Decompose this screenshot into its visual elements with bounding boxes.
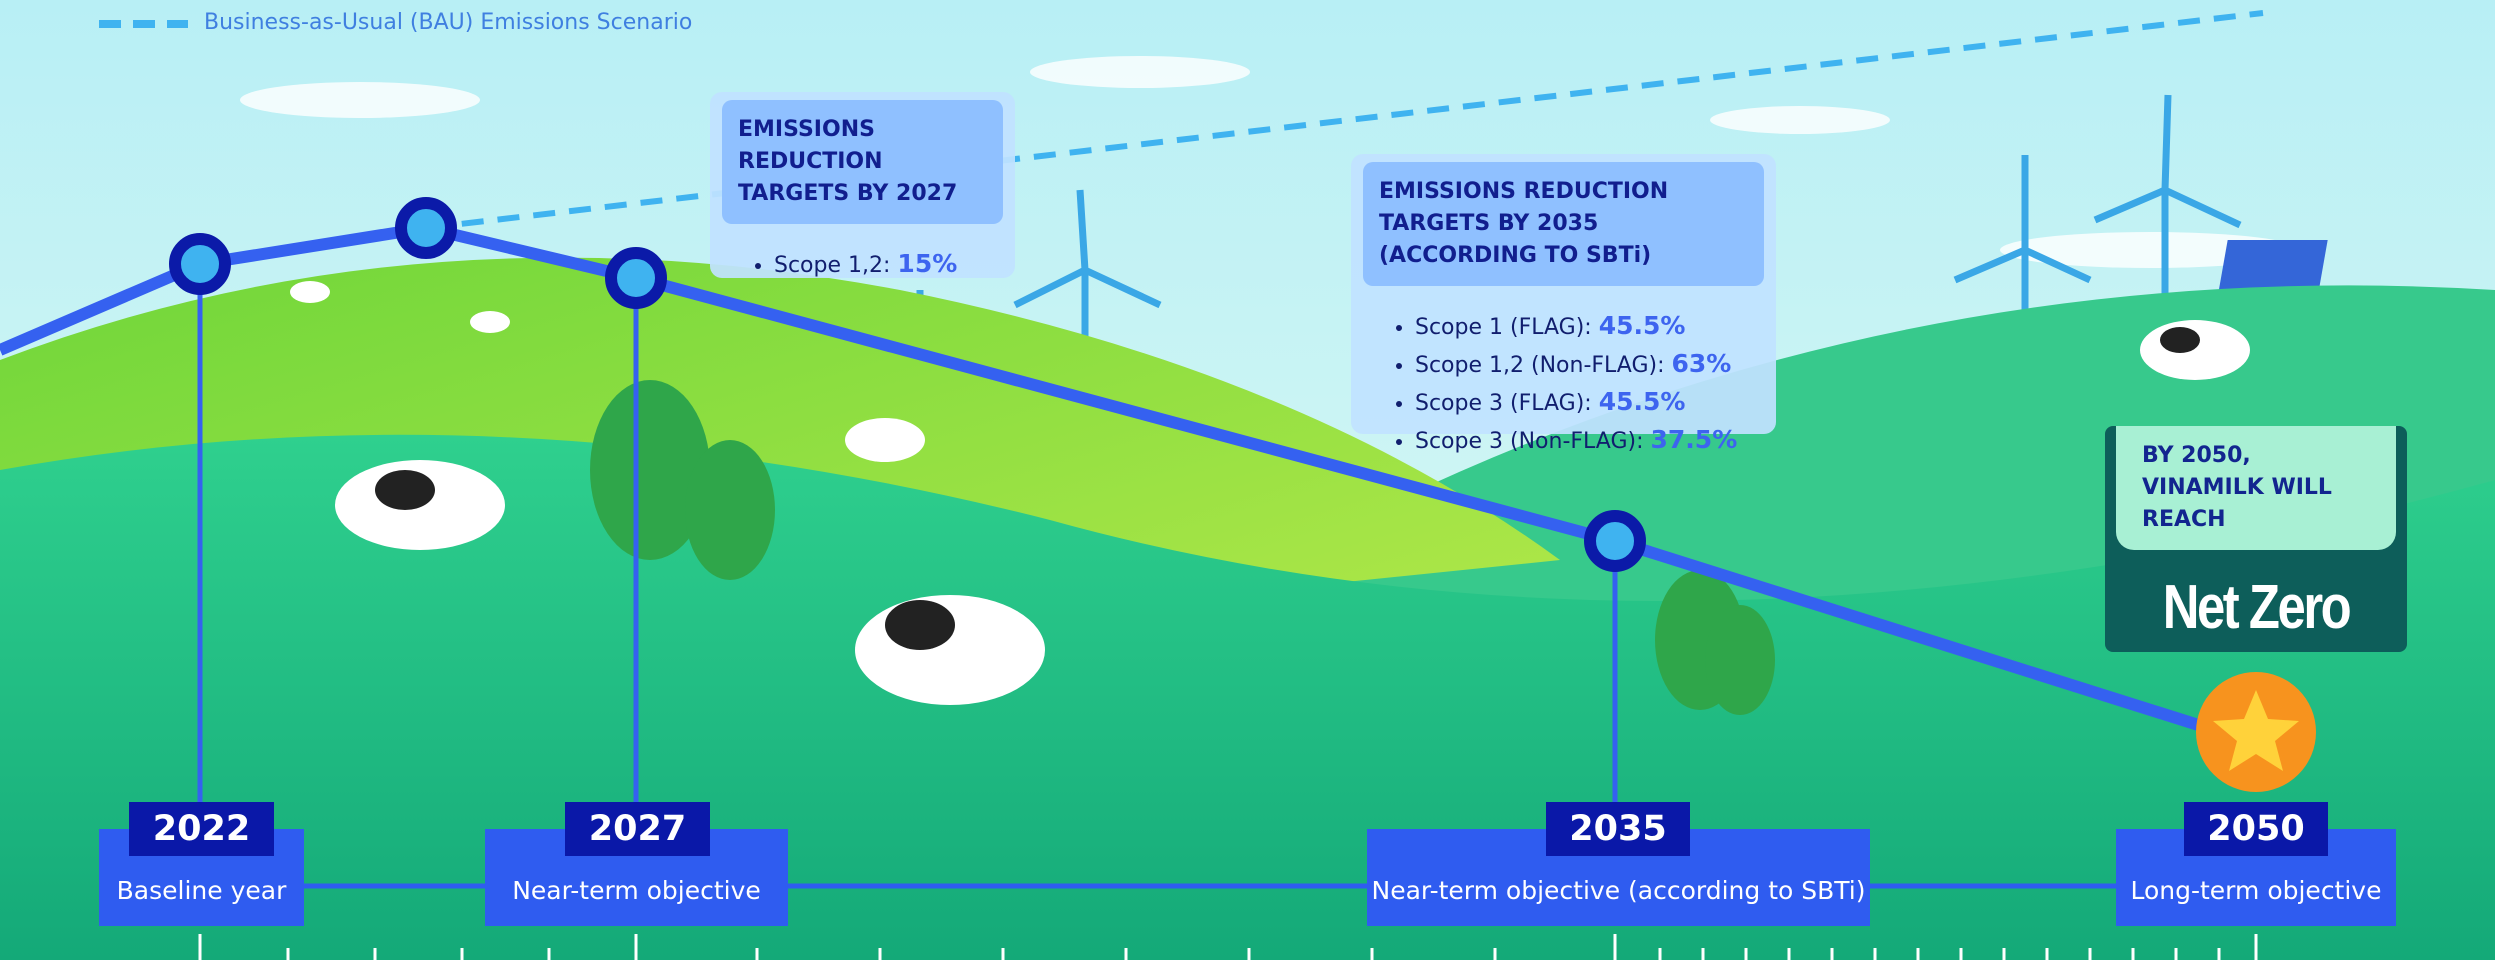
item-value: 63%	[1672, 349, 1732, 378]
target-item: Scope 1,2: 15%	[774, 246, 1015, 284]
page-body: Business-as-Usual (BAU) Emissions Scenar…	[0, 0, 2495, 960]
milestone-year: 2035	[1546, 802, 1690, 856]
item-label: Scope 1,2:	[774, 253, 890, 278]
target-item: Scope 3 (FLAG): 45.5%	[1415, 384, 1776, 422]
item-value: 45.5%	[1599, 387, 1686, 416]
target-item: Scope 1 (FLAG): 45.5%	[1415, 308, 1776, 346]
card-title: EMISSIONS REDUCTION TARGETS BY 2035 (ACC…	[1363, 162, 1764, 286]
item-value: 37.5%	[1651, 425, 1738, 454]
milestone-year: 2022	[129, 802, 274, 856]
target-list: Scope 1 (FLAG): 45.5% Scope 1,2 (Non-FLA…	[1351, 308, 1776, 460]
net-zero-card: BY 2050, VINAMILK WILL REACH Net Zero	[2105, 426, 2407, 652]
item-label: Scope 3 (Non-FLAG):	[1415, 429, 1644, 454]
legend-label: Business-as-Usual (BAU) Emissions Scenar…	[204, 10, 692, 35]
card-title: BY 2050, VINAMILK WILL REACH	[2116, 426, 2396, 550]
milestone-year: 2050	[2184, 802, 2328, 856]
target-card-2027: EMISSIONS REDUCTION TARGETS BY 2027 Scop…	[710, 92, 1015, 278]
target-item: Scope 1,2 (Non-FLAG): 63%	[1415, 346, 1776, 384]
item-value: 15%	[897, 249, 957, 278]
item-value: 45.5%	[1599, 311, 1686, 340]
page: Emissions Pathway {"legend": {"bau": "Bu…	[0, 0, 2495, 960]
target-list: Scope 1,2: 15%	[710, 246, 1015, 284]
milestone-year: 2027	[565, 802, 710, 856]
card-title: EMISSIONS REDUCTION TARGETS BY 2027	[722, 100, 1003, 224]
item-label: Scope 1 (FLAG):	[1415, 315, 1592, 340]
item-label: Scope 1,2 (Non-FLAG):	[1415, 353, 1665, 378]
net-zero-text: Net Zero	[2132, 572, 2380, 643]
item-label: Scope 3 (FLAG):	[1415, 391, 1592, 416]
target-card-2035: EMISSIONS REDUCTION TARGETS BY 2035 (ACC…	[1351, 154, 1776, 434]
target-item: Scope 3 (Non-FLAG): 37.5%	[1415, 422, 1776, 460]
